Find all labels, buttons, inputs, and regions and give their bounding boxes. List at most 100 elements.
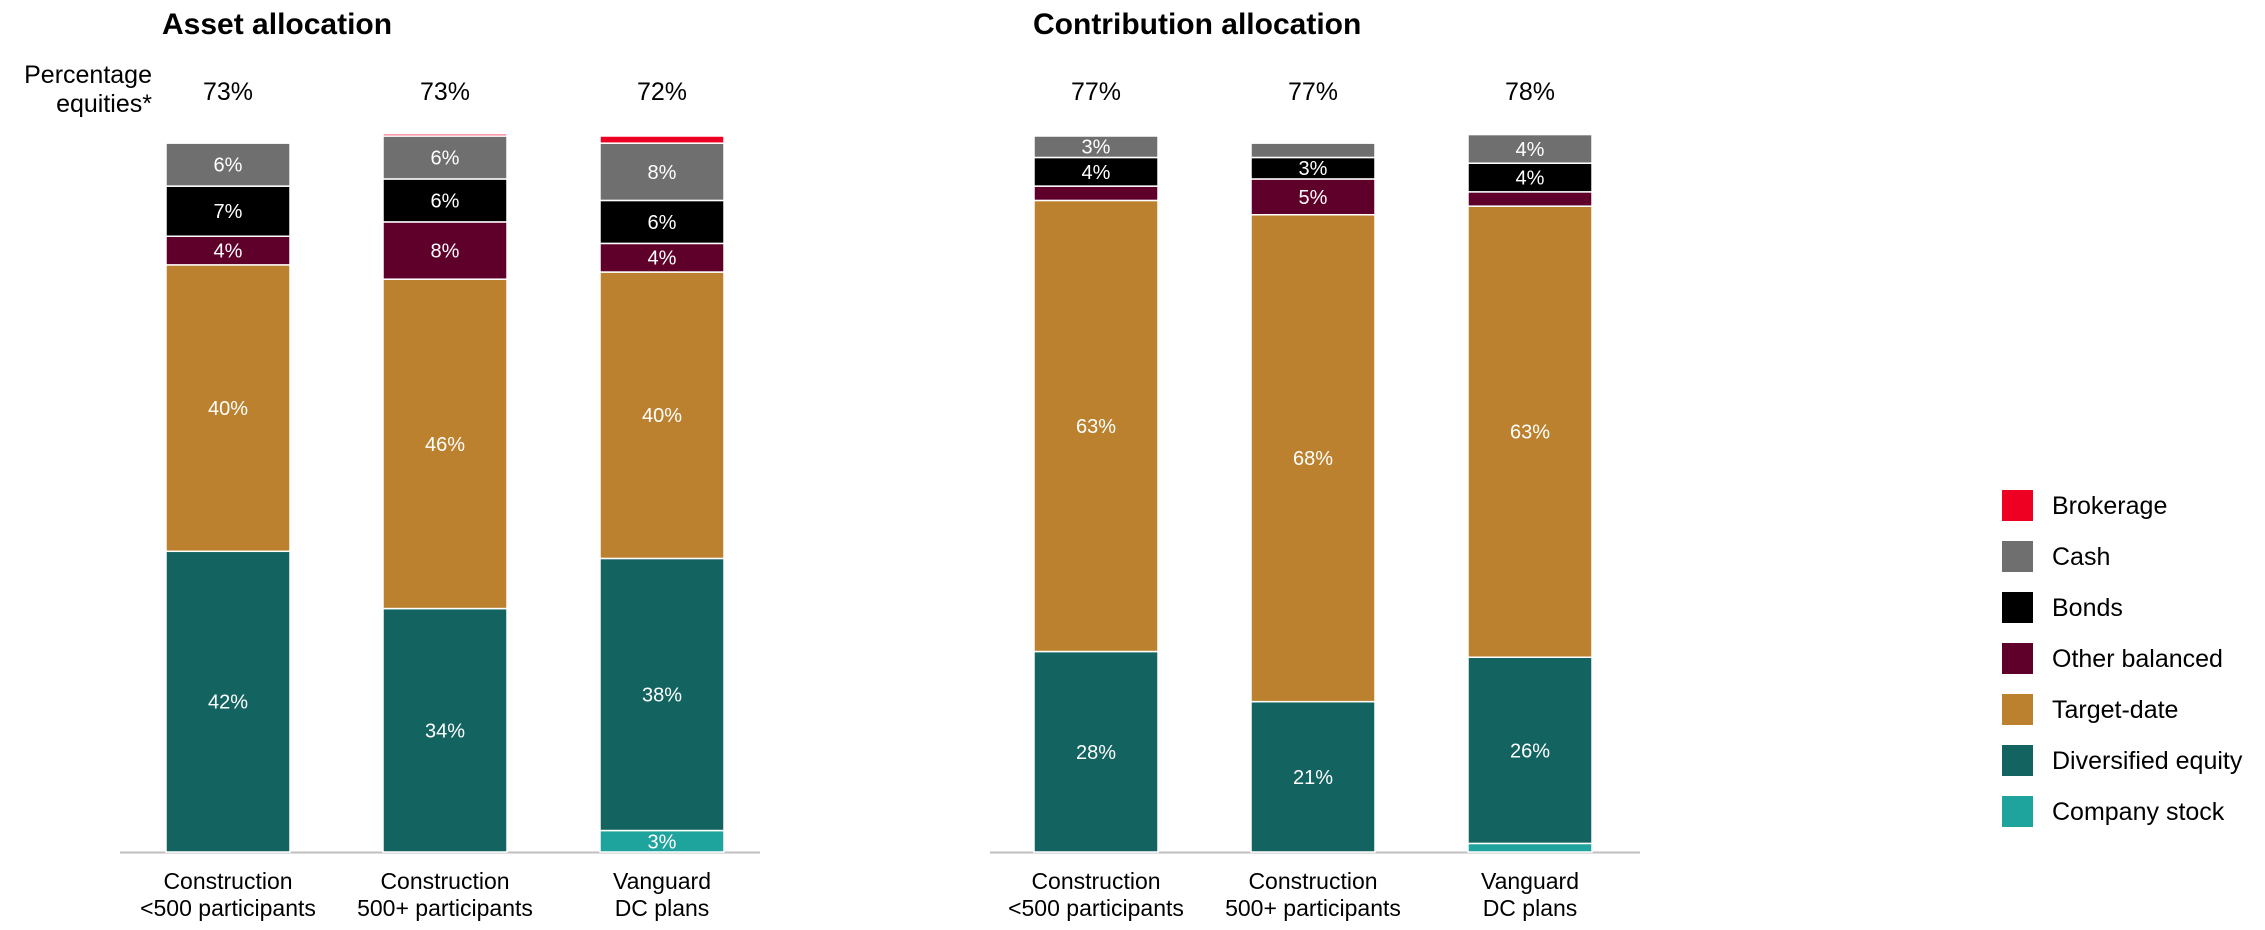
bar-segment-other-balanced	[382, 221, 508, 280]
legend-label: Cash	[2052, 543, 2110, 571]
legend-swatch	[2002, 643, 2033, 674]
legend-item: Other balanced	[2002, 643, 2223, 674]
legend-label: Other balanced	[2052, 645, 2223, 673]
bar-segment-company-stock	[1467, 842, 1593, 853]
data-label: 6%	[431, 190, 460, 212]
x-tick-label: Construction <500 participants	[140, 868, 316, 921]
x-tick-label: Vanguard DC plans	[613, 868, 711, 921]
bar-segment-target-date	[165, 264, 291, 553]
bar-segment-target-date	[382, 278, 508, 610]
bar-segment-target-date	[599, 271, 725, 560]
x-tick-label-line2: DC plans	[1483, 895, 1578, 921]
data-label: 26%	[1510, 740, 1550, 762]
data-label: 42%	[208, 692, 248, 714]
legend-item: Target-date	[2002, 694, 2178, 725]
bar-segment-cash	[1033, 135, 1159, 159]
data-label: 6%	[214, 155, 243, 177]
percentage-equities-label: Percentage equities*	[24, 61, 152, 118]
legend-item: Brokerage	[2002, 490, 2167, 521]
data-label: 28%	[1076, 742, 1116, 764]
legend-item: Diversified equity	[2002, 745, 2243, 776]
x-tick-label-line1: Construction	[1031, 868, 1160, 894]
data-label: 8%	[431, 241, 460, 263]
bar-segment-cash	[382, 135, 508, 180]
bar-segment-brokerage	[599, 135, 725, 144]
chart-title: Contribution allocation	[1033, 8, 1361, 41]
bar-segment-other-balanced	[1250, 178, 1376, 216]
bar-segment-other-balanced	[1467, 191, 1593, 207]
bar-segment-bonds	[165, 185, 291, 237]
bar-segment-diversified-equity	[599, 557, 725, 832]
x-tick-label-line1: Construction	[380, 868, 509, 894]
x-tick-label-line1: Vanguard	[613, 868, 711, 894]
bar-segment-cash	[165, 142, 291, 187]
data-label: 8%	[648, 162, 677, 184]
bar-segment-diversified-equity	[1033, 650, 1159, 853]
data-label: 7%	[214, 201, 243, 223]
data-label: 6%	[431, 147, 460, 169]
legend-swatch	[2002, 541, 2033, 572]
chart-panel-2: Contribution allocation 77% 28% 63% 4% 3% Cons…	[990, 8, 1640, 921]
percentage-equities-value: 73%	[203, 78, 253, 106]
data-label: 34%	[425, 720, 465, 742]
data-label: 63%	[1076, 416, 1116, 438]
legend-label: Bonds	[2052, 594, 2123, 622]
chart-panels: Percentage equities* Asset allocation 73% 42…	[24, 8, 1640, 921]
data-label: 40%	[208, 398, 248, 420]
legend-swatch	[2002, 745, 2033, 776]
x-tick-label-line2: <500 participants	[140, 895, 316, 921]
data-label: 21%	[1293, 767, 1333, 789]
data-label: 63%	[1510, 422, 1550, 444]
bar-segment-cash	[599, 142, 725, 202]
bar-segment-diversified-equity	[1250, 700, 1376, 853]
bar-segment-diversified-equity	[382, 607, 508, 853]
bar-segment-target-date	[1033, 199, 1159, 653]
data-label: 4%	[648, 248, 677, 270]
data-label: 4%	[1516, 139, 1545, 161]
data-label: 4%	[214, 241, 243, 263]
legend-swatch	[2002, 592, 2033, 623]
x-tick-label-line2: 500+ participants	[357, 895, 533, 921]
data-label: 68%	[1293, 448, 1333, 470]
legend-label: Diversified equity	[2052, 747, 2243, 775]
chart-title: Asset allocation	[162, 8, 392, 41]
legend-label: Company stock	[2052, 798, 2225, 826]
legend-label: Target-date	[2052, 696, 2178, 724]
bar-segment-other-balanced	[1033, 185, 1159, 202]
x-tick-label-line2: 500+ participants	[1225, 895, 1401, 921]
chart-legend: Brokerage Cash Bonds Other balanced Target-d…	[2002, 490, 2243, 827]
x-tick-label-line2: <500 participants	[1008, 895, 1184, 921]
percentage-equities-label-line2: equities*	[56, 90, 152, 118]
legend-label: Brokerage	[2052, 492, 2167, 520]
percentage-equities-label-line1: Percentage	[24, 61, 152, 89]
legend-item: Bonds	[2002, 592, 2123, 623]
legend-swatch	[2002, 694, 2033, 725]
data-label: 4%	[1082, 162, 1111, 184]
bar-segment-cash	[1467, 133, 1593, 164]
x-tick-label: Construction 500+ participants	[357, 868, 533, 921]
x-tick-label-line1: Construction	[163, 868, 292, 894]
percentage-equities-value: 77%	[1071, 78, 1121, 106]
data-label: 46%	[425, 434, 465, 456]
legend-swatch	[2002, 490, 2033, 521]
data-label: 3%	[1082, 137, 1111, 159]
data-label: 38%	[642, 684, 682, 706]
x-tick-label: Construction <500 participants	[1008, 868, 1184, 921]
percentage-equities-value: 72%	[637, 78, 687, 106]
x-tick-label-line2: DC plans	[615, 895, 710, 921]
bar-segment-brokerage	[382, 133, 508, 137]
x-tick-label: Vanguard DC plans	[1481, 868, 1579, 921]
bar-segment-bonds	[1033, 156, 1159, 187]
data-label: 3%	[1299, 158, 1328, 180]
percentage-equities-value: 78%	[1505, 78, 1555, 106]
legend-item: Cash	[2002, 541, 2110, 572]
bar-segment-bonds	[382, 178, 508, 223]
bar-segment-other-balanced	[599, 242, 725, 273]
chart-panel-1: Asset allocation 73% 42% 40% 4% 7% 6% Construct…	[120, 8, 760, 921]
data-label: 6%	[648, 212, 677, 234]
bar-segment-cash	[1250, 142, 1376, 159]
data-label: 4%	[1516, 168, 1545, 190]
x-tick-label-line1: Construction	[1248, 868, 1377, 894]
